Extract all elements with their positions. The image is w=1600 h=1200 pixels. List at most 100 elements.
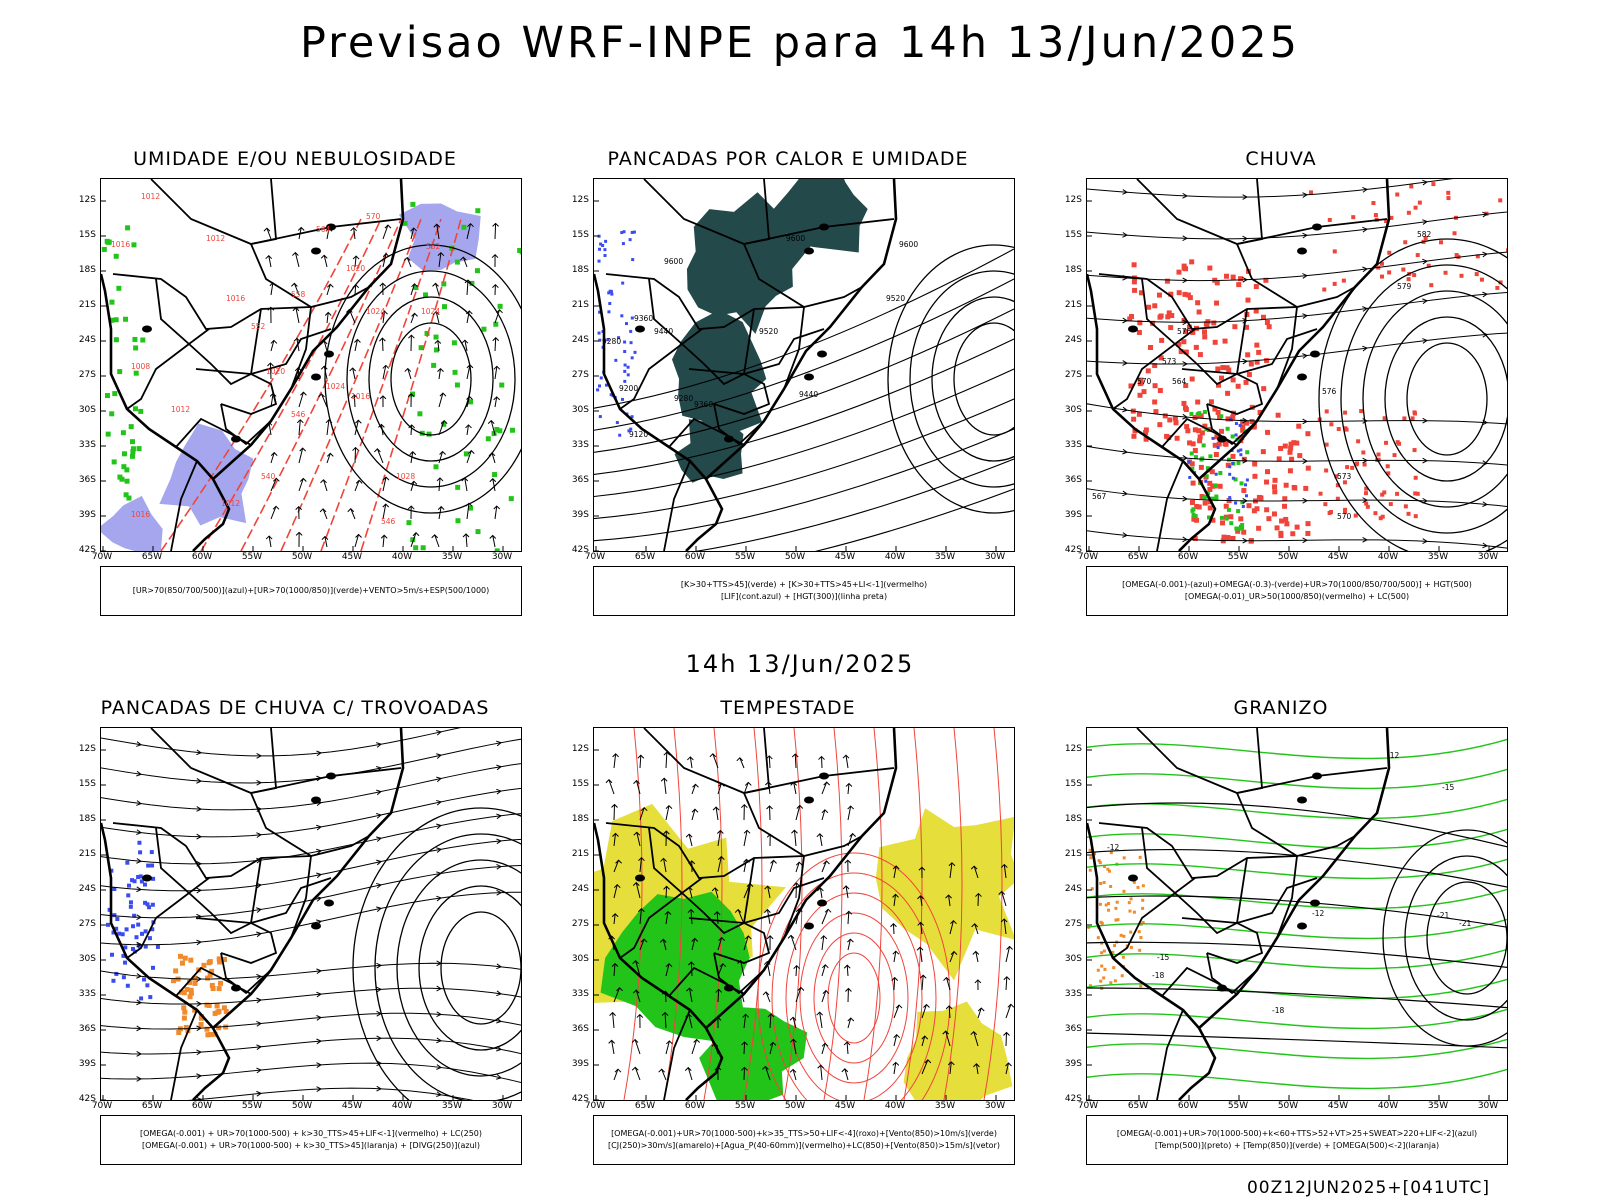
map-umidade[interactable]: 1012 1012 1016 1020 1024 1024 1028 1016 1008 1012… [100,178,522,552]
rain-cell [1178,349,1184,355]
longitude-tick-label: 70W [91,1101,113,1111]
wind-vector [844,1068,849,1081]
wind-vector-head [611,962,619,967]
divergence-cell [117,931,122,936]
map-pancadas-calor[interactable]: 9600 9600 9520 9440 9360 9280 9200 9120 9280 9360… [593,178,1015,552]
rain-cell [1384,219,1389,224]
rain-cell [1282,496,1288,502]
divergence-cell [151,876,156,881]
latitude-tick-label: 24S [1064,884,1082,894]
latitude-tick-label: 42S [78,1094,96,1104]
rain-cell [1345,465,1350,470]
flow-arrowhead [376,1035,383,1042]
flow-arrowhead [196,1001,203,1007]
flow-arrowhead [196,887,203,894]
map-canvas [101,728,521,1100]
green-humidity-cell [434,347,440,353]
lake-mark [1297,373,1307,381]
wind-vector-head [787,934,795,939]
wind-vector-head [916,946,924,951]
rain-cell [1266,516,1272,522]
wind-vector-head [347,508,355,513]
rain-cell [1365,504,1370,509]
wind-vector-head [632,960,639,965]
contour-label: 1012 [206,234,225,243]
flow-arrowhead [316,872,323,879]
lake-mark [1312,772,1322,780]
legend-line-2: [CJ(250)>30m/s](amarelo)+[Agua_P(40-60mm… [608,1141,1000,1150]
latitude-tick-label: 15S [571,230,589,240]
wind-vector-head [407,505,415,510]
rain-cell [1387,270,1392,275]
map-canvas [594,728,1014,1100]
rain-core [1208,454,1213,459]
thunderstorm-cell [209,968,215,974]
rain-cell [1274,525,1280,531]
thunderstorm-cell [177,953,183,959]
divergence-cell [146,863,151,868]
map-trovoadas[interactable] [100,727,522,1101]
wind-vector [690,962,693,977]
rain-cell [1158,355,1164,361]
contour-label: 9200 [619,384,638,393]
rain-cell [1332,281,1337,286]
wind-vector-head [824,908,832,913]
wind-vector [297,367,300,380]
rain-cell [1196,504,1202,510]
rain-cell [1230,453,1236,459]
divergence-cell [136,875,141,880]
flow-arrowhead [1422,457,1429,464]
latitude-tick-label: 27S [571,919,589,929]
thunderstorm-cell [216,1008,222,1014]
green-humidity-cell [113,317,119,323]
thunderstorm-cell [171,978,177,984]
wind-vector [1005,1032,1008,1047]
lake-mark [817,899,827,907]
rain-core [1226,457,1231,462]
latitude-tick-label: 36S [1064,475,1082,485]
wind-vector [921,1059,929,1075]
rain-cell [1183,349,1189,355]
wind-vector-head [296,419,304,424]
wind-vector-head [616,987,623,992]
wind-vector-head [734,908,742,913]
flow-arrowhead [1122,406,1129,413]
divergence-cell [124,927,129,932]
wind-vector [737,909,745,925]
flow-arrowhead [1122,274,1129,281]
wind-vector [794,753,797,769]
wind-vector [613,884,618,899]
hail-cell [1139,984,1143,988]
hail-cell [1088,868,1092,872]
map-chuva[interactable]: 582 579 576 573 570 567 564 573 570 576 [1086,178,1508,552]
rain-cell [1230,377,1236,383]
thickness-contour [280,218,422,551]
latitude-tick-label: 27S [1064,919,1082,929]
flow-arrowhead [1422,497,1429,504]
rain-cell [1292,485,1298,491]
wind-vector-head [841,1068,849,1073]
green-humidity-cell [499,382,505,388]
wind-vector-head [821,1042,829,1047]
wind-vector-head [660,777,668,782]
streamline-850 [863,728,883,1100]
rain-core [1219,515,1224,520]
rain-cell [1387,250,1392,255]
rain-cell [1243,379,1249,385]
wind-vector-head [437,367,444,373]
rain-cell [1185,428,1191,434]
hail-cell [1122,889,1126,893]
lifted-index-cell [598,310,602,314]
wind-vector-head [267,362,274,367]
flow-arrowhead [1302,418,1309,425]
green-humidity-cell [475,529,481,535]
contour-label: 540 [261,472,276,481]
wind-vector-head [434,339,442,344]
map-tempestade[interactable] [593,727,1015,1101]
wind-vector [717,830,721,847]
border-line [188,892,278,964]
wind-vector [688,1013,693,1029]
wind-vector-head [320,340,328,345]
map-granizo[interactable]: -12 -12 -15 -18 -18 -21 -15 -21 -12 [1086,727,1508,1101]
contour-label: 9360 [694,400,713,409]
